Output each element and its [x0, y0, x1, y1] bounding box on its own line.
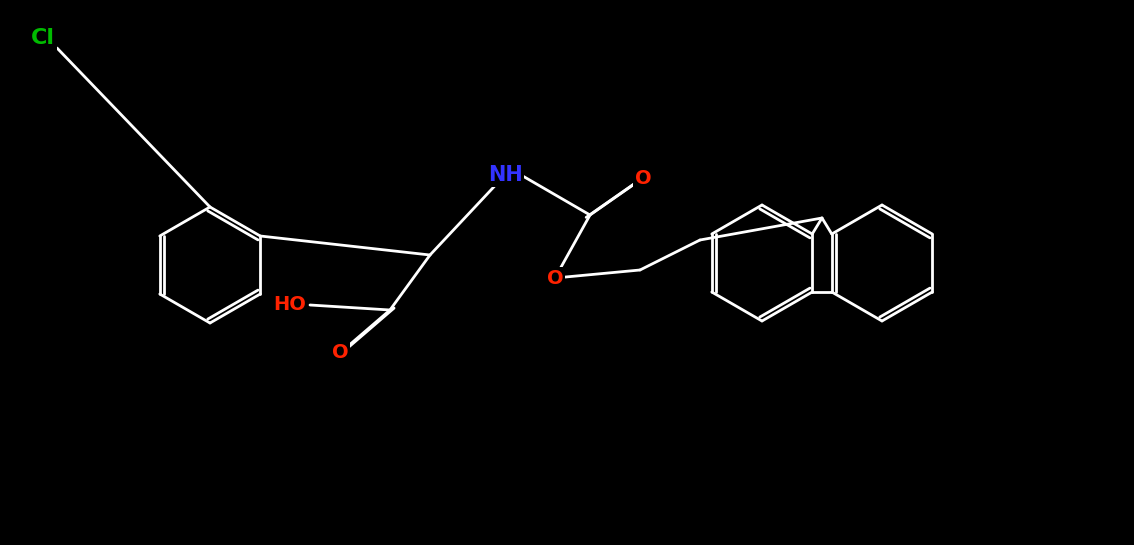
- Text: HO: HO: [273, 295, 306, 314]
- Text: O: O: [331, 343, 348, 362]
- Text: O: O: [635, 168, 651, 187]
- Text: Cl: Cl: [31, 28, 56, 48]
- Text: O: O: [547, 269, 564, 288]
- Text: NH: NH: [488, 165, 523, 185]
